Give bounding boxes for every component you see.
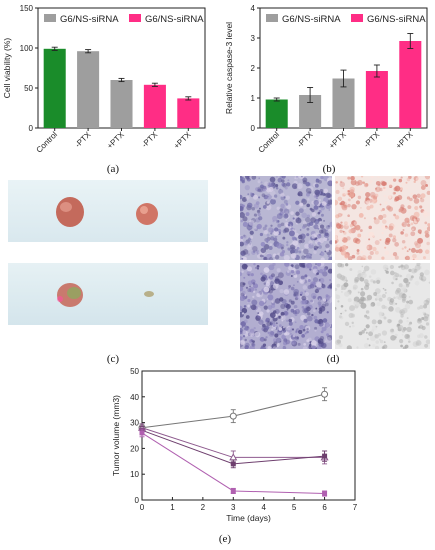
x-tick-label: +PTX: [394, 130, 415, 151]
histology-image-bottom-right: [335, 263, 430, 349]
plot-frame: [141, 370, 356, 501]
y-tick-label: 3: [251, 34, 256, 43]
data-point: [139, 430, 145, 436]
histology-image-top-left: [240, 176, 332, 260]
histology-image-top-right: [335, 176, 430, 260]
y-axis-label: Tumor volume (mm3): [111, 395, 121, 476]
tumor-photo-top: [8, 180, 208, 242]
y-tick-label: 4: [251, 4, 256, 13]
bar: [332, 78, 355, 128]
x-tick-label: +PTX: [172, 130, 193, 151]
x-tick-label: -PTX: [73, 130, 93, 150]
tumor-specimen-left: [56, 197, 84, 227]
bar: [77, 51, 100, 129]
chart-e: 0 10 20 30 40 50 0 1 2 3 4 5 6 7 Time (days) Tumor volu…: [111, 367, 358, 523]
bar: [265, 99, 288, 128]
chart-b: 0 1 2 3 4 Relative caspase-3 level Control -PTX…: [224, 4, 428, 155]
bar: [110, 80, 133, 128]
legend-swatch: [44, 14, 56, 22]
panel-label-e: (e): [219, 533, 232, 545]
data-point: [230, 461, 236, 467]
data-point: [230, 488, 236, 494]
x-tick-label: -PTX: [362, 130, 382, 150]
x-tick-label: -PTX: [295, 130, 315, 150]
x-tick-label: 0: [140, 503, 145, 512]
bar: [43, 48, 66, 128]
bar: [365, 71, 388, 128]
y-axis-label: Cell viability (%): [2, 38, 12, 99]
y-tick-label: 0: [135, 496, 140, 505]
x-tick-label: Control: [35, 130, 60, 155]
x-tick-label: +PTX: [327, 130, 348, 151]
tumor-photo-bottom: [8, 263, 208, 325]
y-tick-label: 0: [29, 124, 34, 133]
y-tick-label: 40: [130, 393, 139, 402]
x-axis-label: Time (days): [226, 513, 271, 523]
y-tick-label: 50: [24, 84, 33, 93]
legend-label: G6/NS-siRNA: [282, 14, 341, 25]
x-tick-label: -PTX: [140, 130, 160, 150]
y-tick-label: 100: [20, 44, 34, 53]
legend-swatch: [266, 14, 278, 22]
legend-label: G6/NS-siRNA: [60, 14, 119, 25]
x-tick-label: 3: [231, 503, 236, 512]
legend-swatch: [129, 14, 141, 22]
panel-label-b: (b): [323, 163, 336, 175]
legend-swatch: [351, 14, 363, 22]
panel-label-a: (a): [107, 163, 120, 175]
y-axis-label: Relative caspase-3 level: [224, 22, 234, 114]
x-tick-label: 6: [322, 503, 327, 512]
y-tick-label: 50: [130, 367, 139, 376]
bar: [299, 95, 322, 128]
x-tick-label: 1: [170, 503, 175, 512]
data-point: [322, 453, 328, 459]
panel-label-d: (d): [327, 353, 340, 365]
x-tick-label: 2: [201, 503, 206, 512]
y-tick-label: 2: [251, 64, 256, 73]
tumor-specimen-right: [136, 203, 158, 225]
data-point: [321, 390, 329, 398]
y-tick-label: 10: [130, 470, 139, 479]
chart-a: 0 50 100 150 Cell viability (%) Control -PTX +P…: [2, 4, 206, 155]
x-tick-label: +PTX: [105, 130, 126, 151]
y-tick-label: 1: [251, 94, 256, 103]
x-tick-label: Control: [257, 130, 282, 155]
histology-image-bottom-left: [240, 263, 332, 349]
panel-label-c: (c): [107, 353, 120, 365]
x-tick-label: 4: [261, 503, 266, 512]
data-point: [229, 412, 237, 420]
y-tick-label: 20: [130, 444, 139, 453]
data-point: [322, 491, 328, 497]
legend-label: G6/NS-siRNA: [145, 14, 204, 25]
bar: [177, 98, 200, 128]
x-tick-label: 7: [353, 503, 358, 512]
y-tick-label: 0: [251, 124, 256, 133]
bar: [399, 41, 422, 128]
legend-label: G6/NS-siRNA: [367, 14, 426, 25]
tumor-specimen-right: [144, 291, 154, 297]
bar: [143, 84, 166, 128]
x-tick-label: 5: [292, 503, 297, 512]
y-tick-label: 150: [20, 4, 34, 13]
y-tick-label: 30: [130, 419, 139, 428]
